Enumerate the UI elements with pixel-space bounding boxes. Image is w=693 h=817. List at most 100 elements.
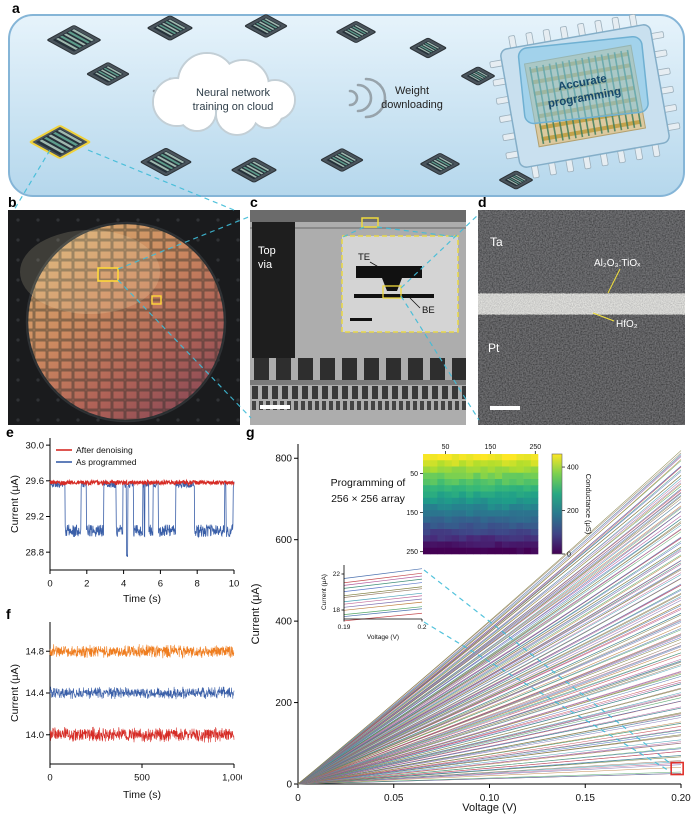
oxide-bright-band: [478, 294, 685, 314]
y-tick-label: 28.8: [26, 547, 45, 558]
x-axis-label: Time (s): [123, 593, 161, 605]
chip-icon: [420, 153, 460, 175]
chip-icon: [336, 21, 376, 43]
y-axis-label: Current (μA): [9, 664, 21, 722]
chip-icon: [231, 157, 277, 183]
wafer-highlight-box-large: [97, 267, 119, 282]
y-tick-label: 400: [275, 617, 292, 628]
chip-icon: [244, 14, 288, 38]
packaged-chip-illustration: [489, 13, 681, 179]
chip-array-icons: [29, 14, 533, 190]
te-pointer-line: [369, 261, 383, 270]
x-tick-label: 500: [134, 773, 150, 784]
hfo2-label-text: HfO₂: [616, 319, 638, 330]
top-via-column: [252, 222, 295, 358]
panel-b-canvas: [8, 210, 240, 425]
cloud-icon: [152, 52, 296, 136]
oxide-pointer-line: [607, 268, 621, 294]
heatmap-y-tick: 50: [410, 471, 418, 478]
inset-y-label: Current (μA): [321, 574, 328, 610]
heatmap-y-tick: 250: [406, 549, 418, 556]
y-axis-label: Current (μA): [250, 584, 262, 645]
be-line: [354, 294, 434, 298]
panel-a-label: a: [12, 0, 20, 16]
panel-c-canvas: Top via TE BE: [250, 210, 468, 425]
panel-g-label: g: [246, 424, 255, 440]
chip-icon: [320, 148, 364, 172]
x-tick-label: 0: [47, 773, 52, 784]
cloud-text-line2: training on cloud: [193, 101, 274, 113]
x-tick-label: 0: [47, 579, 52, 590]
inset-x-tick: 0.19: [338, 624, 351, 631]
inset-scale-bar: [350, 318, 372, 321]
panel-g-chart: 0 200 400 600 800 0 0.05 0.10 0.15 0.20 Voltage (V…: [246, 430, 693, 817]
inset-x-label: Voltage (V): [367, 634, 399, 641]
chip-icon: [147, 15, 193, 41]
tem-scale-bar: [490, 406, 520, 410]
wafer-highlight: [20, 230, 160, 314]
rtn-denoising-chart: 28.8 29.2 29.6 30.0 0 2 4 6 8 10 Time (s) Current (…: [9, 438, 240, 605]
te-plate: [356, 266, 422, 278]
y-tick-label: 30.0: [26, 440, 45, 451]
y-tick-label: 600: [275, 535, 292, 546]
tem-background: [478, 210, 685, 425]
conductance-heatmap: 50 150 250 50 150 250 0 200 400 Conductance (μS): [406, 444, 593, 559]
chip-icon: [86, 62, 130, 86]
x-tick-label: 0.20: [671, 793, 691, 804]
panel-d-tem-image: Ta Pt Al₂O₃:TiOₓ HfO₂: [478, 210, 685, 425]
panel-f-label: f: [6, 606, 11, 622]
x-tick-label: 0: [295, 793, 301, 804]
y-axis-label: Current (μA): [9, 475, 21, 533]
x-tick-label: 10: [229, 579, 240, 590]
colorbar-tick: 200: [567, 508, 579, 515]
panel-f-chart: 14.0 14.4 14.8 0 500 1,000 Time (s) Current (μA…: [8, 612, 246, 812]
sem-scale-bar: [260, 405, 290, 409]
g-annotation: Programming of: [331, 477, 406, 489]
x-tick-label: 0.05: [384, 793, 404, 804]
y-tick-label: 29.2: [26, 512, 45, 523]
selected-device-marker: [670, 761, 684, 776]
panel-c-sem-image: Top via TE BE: [250, 210, 468, 425]
chip-icon: [47, 25, 101, 55]
panel-d-label: d: [478, 194, 487, 210]
iv-zoom-inset: 18 22 0.19 0.2 Voltage (V) Current (μA): [321, 563, 427, 641]
x-tick-label: 8: [195, 579, 200, 590]
x-axis-label: Time (s): [123, 789, 161, 801]
weight-downloading-line2: downloading: [381, 99, 443, 111]
x-tick-label: 1,000: [222, 773, 242, 784]
panel-c-label: c: [250, 194, 258, 210]
x-axis-label: Voltage (V): [462, 802, 516, 814]
chip-icon: [499, 170, 533, 190]
y-tick-label: 29.6: [26, 476, 45, 487]
te-text: TE: [358, 252, 370, 263]
chip-icon: [409, 37, 447, 59]
hfo2-pointer-line: [592, 312, 615, 322]
colorbar-tick: 400: [567, 465, 579, 472]
panel-b-label: b: [8, 194, 17, 210]
inset-y-tick: 22: [333, 571, 341, 578]
top-via-text-line2: via: [258, 259, 273, 271]
inset-y-tick: 18: [333, 607, 341, 614]
weight-downloading-line1: Weight: [395, 85, 429, 97]
panel-a-canvas: Neural network training on cloud Weight …: [8, 13, 685, 197]
colorbar: [551, 453, 563, 555]
heatmap-x-tick: 50: [442, 444, 450, 451]
y-tick-label: 800: [275, 454, 292, 465]
g-annotation: 256 × 256 array: [331, 493, 406, 505]
panel-b-wafer-photo: [8, 210, 240, 425]
retention-trace: [49, 686, 235, 700]
sem-top-strip: [250, 210, 466, 222]
x-tick-label: 6: [158, 579, 163, 590]
ta-text: Ta: [490, 235, 503, 249]
retention-chart: 14.0 14.4 14.8 0 500 1,000 Time (s) Current (μA…: [9, 622, 246, 801]
inset-highlight-box: [382, 285, 402, 299]
pt-text: Pt: [488, 341, 500, 355]
x-tick-label: 4: [121, 579, 126, 590]
colorbar-label: Conductance (μS): [584, 474, 593, 535]
y-tick-label: 0: [286, 779, 292, 790]
sem-inset: [341, 235, 459, 333]
panel-a-illustration: Neural network training on cloud Weight …: [8, 13, 685, 198]
retention-trace: [49, 726, 235, 743]
